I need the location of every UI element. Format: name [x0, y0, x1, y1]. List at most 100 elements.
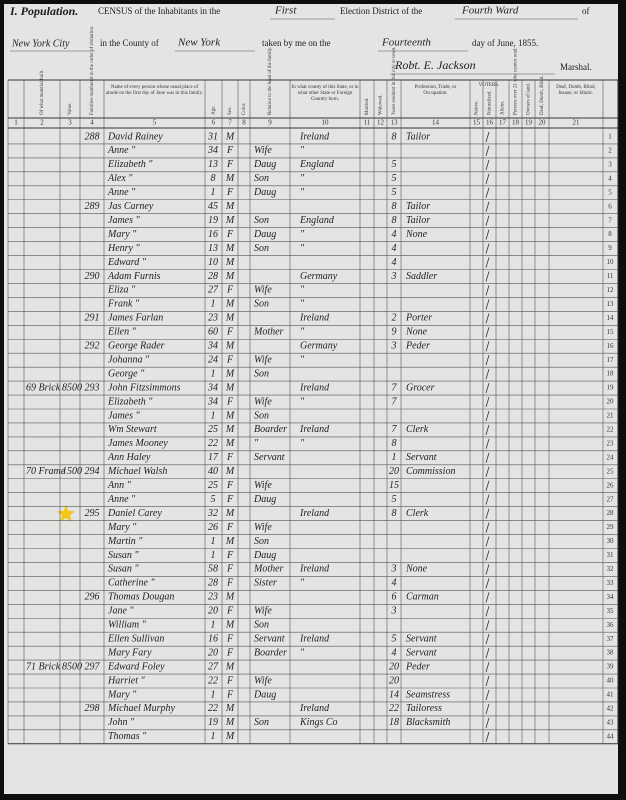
entry-years: 14: [389, 689, 399, 700]
entry-age: 19: [208, 215, 218, 226]
line-number: 18: [607, 370, 615, 378]
entry-name: Frank ": [107, 299, 140, 310]
entry-born: Ireland: [299, 313, 330, 324]
column-header: Native.: [475, 100, 480, 115]
entry-occupation: Servant: [406, 633, 437, 644]
entry-name: James ": [108, 410, 140, 421]
entry-age: 1: [211, 368, 216, 379]
line-number: 24: [607, 453, 615, 461]
tally-mark: [485, 592, 490, 603]
entry-occupation: Peder: [405, 661, 430, 672]
tally-mark: [485, 382, 490, 394]
entry-years: 3: [391, 271, 397, 282]
entry-occupation: Grocer: [406, 382, 435, 393]
entry-age: 31: [207, 131, 218, 142]
line-number: 36: [607, 621, 615, 629]
entry-occupation: Servant: [406, 452, 437, 463]
entry-age: 20: [208, 647, 218, 658]
line-number: 35: [607, 607, 615, 615]
column-header-box: In what county of this State, or in what…: [292, 85, 359, 102]
entry-sex: F: [226, 285, 234, 296]
entry-family: 292: [85, 341, 100, 352]
entry-age: 32: [207, 508, 218, 519]
column-header: Persons over 21 who cannot read.: [514, 48, 519, 115]
entry-age: 27: [208, 661, 219, 672]
column-number: 19: [525, 119, 533, 127]
entry-relation: Daug: [253, 229, 276, 240]
entry-name: Jane ": [108, 606, 134, 617]
tally-mark: [485, 731, 490, 742]
entry-material: 69 Brick: [26, 382, 61, 393]
entry-born: ": [300, 299, 305, 310]
entry-name: Catherine ": [108, 578, 155, 589]
column-header: Years resident in this city or town.: [392, 46, 397, 115]
entry-sex: M: [225, 173, 235, 184]
entry-name: Alex ": [107, 173, 133, 184]
entry-age: 1: [211, 689, 216, 700]
entry-name: Anne ": [107, 145, 136, 156]
entry-sex: F: [226, 145, 234, 156]
entry-age: 1: [211, 187, 216, 198]
entry-relation: Son: [254, 243, 269, 254]
entry-age: 58: [208, 564, 218, 575]
entry-relation: Servant: [254, 452, 285, 463]
entry-relation: Wife: [254, 675, 272, 686]
line-number: 34: [607, 593, 615, 601]
entry-born: ": [300, 438, 305, 449]
election-caption: Election District of the: [340, 6, 422, 16]
entry-sex: F: [226, 480, 234, 491]
entry-relation: Mother: [253, 564, 284, 575]
tally-mark: [485, 201, 490, 212]
entry-sex: F: [226, 452, 234, 463]
line-number: 21: [607, 412, 615, 420]
entry-occupation: Tailor: [406, 215, 430, 226]
entry-name: George ": [108, 368, 145, 379]
tally-mark: [485, 480, 490, 491]
entry-name: Mary ": [107, 522, 137, 533]
tally-mark: [485, 536, 490, 547]
column-number: 18: [512, 119, 520, 127]
tally-mark: [485, 131, 490, 143]
entry-born: England: [299, 215, 335, 226]
entry-age: 28: [208, 578, 218, 589]
entry-sex: F: [226, 675, 234, 686]
column-number: 2: [40, 119, 44, 127]
tally-mark: [485, 341, 490, 352]
line-number: 20: [607, 398, 615, 406]
line-number: 17: [607, 356, 615, 364]
tally-mark: [485, 327, 490, 338]
entry-name: James Mooney: [108, 438, 168, 449]
entry-years: 3: [391, 564, 397, 575]
entry-name: Edward ": [107, 257, 147, 268]
tally-mark: [485, 145, 490, 157]
entry-sex: M: [225, 703, 235, 714]
entry-relation: Wife: [254, 354, 272, 365]
entry-years: 7: [392, 382, 398, 393]
line-number: 4: [608, 174, 612, 182]
entry-age: 25: [208, 424, 218, 435]
entry-age: 1: [211, 299, 216, 310]
entry-age: 1: [211, 731, 216, 742]
entry-age: 1: [211, 410, 216, 421]
tally-mark: [485, 508, 490, 519]
entry-relation: Boarder: [254, 647, 287, 658]
entry-age: 1: [211, 550, 216, 561]
tally-mark: [485, 159, 490, 170]
entry-age: 20: [208, 606, 218, 617]
entry-sex: M: [225, 592, 235, 603]
county-caption: in the County of: [100, 38, 159, 48]
entry-relation: Wife: [254, 480, 272, 491]
line-number: 41: [607, 691, 615, 699]
entry-age: 16: [208, 633, 218, 644]
entry-relation: Servant: [254, 633, 285, 644]
entry-family: 288: [85, 131, 100, 142]
line-number: 33: [607, 579, 615, 587]
entry-sex: F: [226, 633, 234, 644]
entry-age: 34: [207, 382, 218, 393]
entry-born: ": [300, 327, 305, 338]
entry-occupation: Seamstress: [406, 689, 450, 700]
entry-years: 3: [391, 341, 397, 352]
column-number: 10: [322, 119, 330, 127]
entry-sex: M: [225, 313, 235, 324]
